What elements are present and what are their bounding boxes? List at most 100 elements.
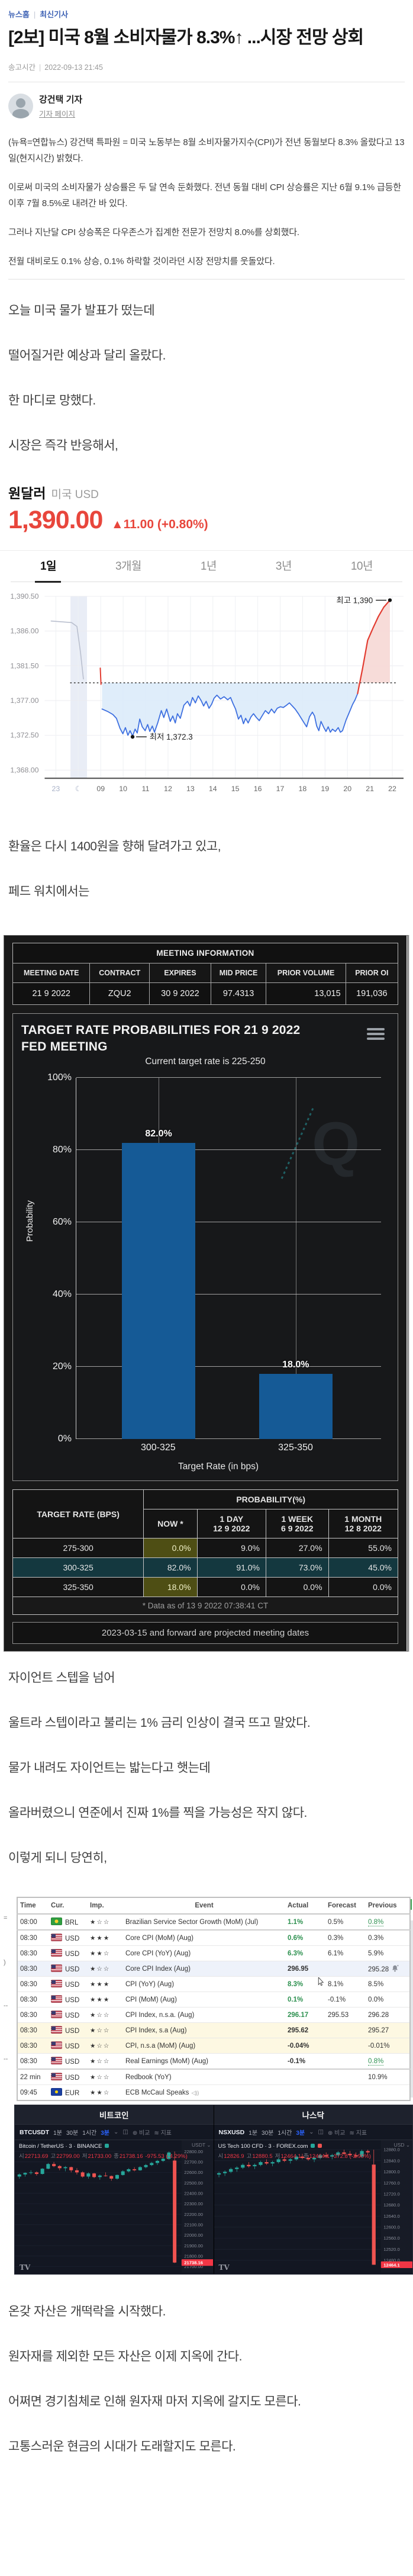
event-name[interactable]: Redbook (YoY) bbox=[123, 2068, 285, 2085]
event-name[interactable]: CPI (YoY) (Aug) bbox=[123, 1976, 285, 1992]
candlestick-chart[interactable]: USDT ⌄ Bitcoin / TetherUS · 3 · BINANCE … bbox=[15, 2140, 214, 2274]
probability-row[interactable]: 275-300 0.0% 9.0% 27.0% 55.0% bbox=[12, 1538, 399, 1559]
tab-1year[interactable]: 1년 bbox=[200, 560, 217, 573]
indicator-icon[interactable]: ≋ 지표 bbox=[154, 2130, 172, 2137]
calendar-row[interactable]: 08:30 USD ★☆☆ CPI, n.s.a (MoM) (Aug) -0.04% -… bbox=[17, 2038, 410, 2054]
interval-1m[interactable]: 1분 bbox=[53, 2130, 62, 2137]
article-body: (뉴욕=연합뉴스) 강건택 특파원 = 미국 노동부는 8월 소비자물가지수(C… bbox=[8, 134, 405, 280]
column-header[interactable]: Time bbox=[17, 1897, 49, 1915]
column-header[interactable]: Imp. bbox=[88, 1897, 123, 1915]
event-name[interactable]: Core CPI Index (Aug) bbox=[123, 1961, 285, 1977]
event-name[interactable]: Brazilian Service Sector Growth (MoM) (J… bbox=[123, 1913, 285, 1931]
event-time: 08:30 bbox=[17, 1929, 49, 1946]
column-header[interactable]: Event bbox=[123, 1897, 285, 1915]
tab-3years[interactable]: 3년 bbox=[275, 560, 292, 573]
calendar-row[interactable]: 09:45 EUR ★★☆ ECB McCaul Speaks ◁)) bbox=[17, 2084, 410, 2101]
interval-30m[interactable]: 30분 bbox=[262, 2130, 274, 2137]
candle-style-icon[interactable]: ◫ bbox=[122, 2129, 128, 2136]
instrument-name[interactable]: US Tech 100 CFD bbox=[218, 2143, 263, 2150]
calendar-row[interactable]: 08:30 USD ★☆☆ Core CPI Index (Aug) 296.95 295… bbox=[17, 1961, 410, 1977]
tab-3months[interactable]: 3개월 bbox=[115, 560, 142, 573]
event-time: 08:30 bbox=[17, 1945, 49, 1961]
event-name[interactable]: CPI, n.s.a (MoM) (Aug) bbox=[123, 2038, 285, 2054]
probability-row[interactable]: 325-350 18.0% 0.0% 0.0% 0.0% bbox=[12, 1577, 399, 1598]
calendar-row[interactable]: 08:30 USD ★★★ CPI (YoY) (Aug) 8.3% 8.1% 8.5% bbox=[17, 1976, 410, 1992]
probability-bar[interactable] bbox=[122, 1143, 196, 1440]
column-header[interactable]: Previous bbox=[366, 1897, 410, 1915]
chevron-down-icon[interactable]: ⌄ bbox=[114, 2129, 119, 2136]
divider bbox=[0, 550, 413, 551]
flag-icon bbox=[51, 2057, 62, 2065]
interval-3m-active[interactable]: 3분 bbox=[296, 2130, 305, 2137]
contract: ZQU2 bbox=[89, 982, 150, 1005]
calendar-row[interactable]: 08:30 USD ★☆☆ CPI Index, s.a (Aug) 295.62 295… bbox=[17, 2022, 410, 2038]
publish-time-separator: | bbox=[39, 63, 41, 72]
event-name[interactable]: Core CPI (YoY) (Aug) bbox=[123, 1945, 285, 1961]
event-name[interactable]: CPI (MoM) (Aug) bbox=[123, 1992, 285, 2008]
probability-bar[interactable] bbox=[259, 1374, 333, 1440]
instrument-name[interactable]: Bitcoin / TetherUS bbox=[19, 2143, 64, 2150]
importance-stars: ★☆☆ bbox=[88, 1913, 123, 1931]
nasdaq-candles-svg[interactable]: 12880.0 12840.0 12800.0 12760.0 12720.0 12680… bbox=[214, 2140, 412, 2273]
column-header: PRIOR OI bbox=[345, 962, 399, 983]
svg-text:1,390.50: 1,390.50 bbox=[10, 593, 38, 600]
column-header[interactable]: Cur. bbox=[49, 1897, 88, 1915]
candlestick-chart[interactable]: USD ⌄ US Tech 100 CFD · 3 · FOREX.com 시1… bbox=[214, 2140, 413, 2274]
calendar-row[interactable]: 08:30 USD ★★★ Core CPI (MoM) (Aug) 0.6% 0.3% 0… bbox=[17, 1929, 410, 1946]
calendar-row[interactable]: 08:30 USD ★★☆ Core CPI (YoY) (Aug) 6.3% 6.1% 5… bbox=[17, 1945, 410, 1961]
calendar-row[interactable]: 22 min USD ★☆☆ Redbook (YoY) 10.9% bbox=[17, 2068, 410, 2085]
chevron-down-icon[interactable]: ⌄ bbox=[309, 2129, 314, 2136]
bar-chart-plot[interactable]: Q 0% 20% 40% 60% 80% 100% 82.0% 18.0% bbox=[47, 1072, 381, 1444]
ohlc-values: 시22713.69 고22799.00 저21733.00 종21738.16 -975… bbox=[19, 2153, 188, 2160]
axis-currency[interactable]: USD ⌄ bbox=[393, 2142, 410, 2148]
svg-text:20: 20 bbox=[343, 785, 351, 793]
previous-value: 0.8% bbox=[366, 2053, 410, 2070]
svg-text:12560.0: 12560.0 bbox=[383, 2235, 399, 2241]
prior-oi: 191,036 bbox=[345, 982, 399, 1005]
compare-label: 비교 bbox=[139, 2130, 150, 2137]
interval-30m[interactable]: 30분 bbox=[66, 2130, 79, 2137]
breadcrumb-latest[interactable]: 최신기사 bbox=[40, 10, 69, 19]
interval-1h[interactable]: 1시간 bbox=[278, 2130, 292, 2137]
commentary-line: 원자재를 제외한 모든 자산은 이제 지옥에 간다. bbox=[8, 2350, 242, 2364]
calendar-row[interactable]: 08:30 USD ★☆☆ CPI Index, n.s.a. (Aug) 296.17… bbox=[17, 2007, 410, 2023]
svg-text:12880.0: 12880.0 bbox=[383, 2147, 399, 2153]
bitcoin-candles-svg[interactable]: 22800.00 22700.00 22600.00 22500.00 22400.00… bbox=[15, 2140, 214, 2273]
breadcrumb-home[interactable]: 뉴스홈 bbox=[8, 10, 30, 19]
calendar-row[interactable]: 08:00 BRL ★☆☆ Brazilian Service Sector Grow… bbox=[17, 1913, 410, 1931]
indicator-icon[interactable]: ≋ 지표 bbox=[349, 2130, 367, 2137]
event-name[interactable]: Core CPI (MoM) (Aug) bbox=[123, 1929, 285, 1946]
article-paragraph: 이로써 미국의 소비자물가 상승률은 두 달 연속 둔화했다. 전년 동월 대비… bbox=[8, 182, 401, 208]
alert-bell-icon[interactable] bbox=[391, 1964, 399, 1973]
fx-line-chart[interactable]: 1,390.50 1,386.00 1,381.50 1,377.00 1,372.50… bbox=[8, 592, 405, 800]
target-rate-range: 300-325 bbox=[12, 1557, 144, 1578]
tab-10years[interactable]: 10년 bbox=[350, 560, 373, 573]
event-time: 08:30 bbox=[17, 2053, 49, 2070]
resolution: 3 bbox=[268, 2143, 272, 2150]
fx-line-chart-svg[interactable]: 1,390.50 1,386.00 1,381.50 1,377.00 1,372.50… bbox=[8, 592, 405, 797]
interval-3m-active[interactable]: 3분 bbox=[101, 2130, 109, 2137]
symbol-button[interactable]: NSXUSD bbox=[218, 2128, 245, 2136]
interval-1m[interactable]: 1분 bbox=[249, 2130, 258, 2137]
menu-icon[interactable] bbox=[367, 1027, 385, 1042]
compare-icon[interactable]: ⊕ 비교 bbox=[327, 2130, 346, 2137]
event-name[interactable]: CPI Index, n.s.a. (Aug) bbox=[123, 2007, 285, 2023]
event-name[interactable]: Real Earnings (MoM) (Aug) bbox=[123, 2053, 285, 2070]
mouse-cursor-icon bbox=[318, 1977, 324, 1986]
column-header[interactable]: Actual bbox=[285, 1897, 325, 1915]
symbol-button[interactable]: BTCUSDT bbox=[20, 2128, 50, 2136]
interval-1h[interactable]: 1시간 bbox=[82, 2130, 97, 2137]
candle-style-icon[interactable]: ◫ bbox=[318, 2129, 324, 2136]
event-name[interactable]: ECB McCaul Speaks ◁)) bbox=[123, 2084, 285, 2101]
column-header[interactable]: Forecast bbox=[325, 1897, 366, 1915]
probability-row[interactable]: 300-325 82.0% 91.0% 73.0% 45.0% bbox=[12, 1557, 399, 1578]
tab-1day[interactable]: 1일 bbox=[40, 557, 57, 582]
event-name[interactable]: CPI Index, s.a (Aug) bbox=[123, 2022, 285, 2038]
calendar-row[interactable]: 08:30 USD ★☆☆ Real Earnings (MoM) (Aug) -0.1… bbox=[17, 2053, 410, 2070]
calendar-row[interactable]: 08:30 USD ★★★ CPI (MoM) (Aug) 0.1% -0.1% 0.0% bbox=[17, 1992, 410, 2008]
chart-subtitle: Current target rate is 225-250 bbox=[145, 1056, 266, 1067]
ohlc-values: 시12826.9 고12880.5 저12464.1 종12464.1 -372.8 (… bbox=[218, 2153, 371, 2160]
compare-icon[interactable]: ⊕ 비교 bbox=[132, 2130, 150, 2137]
author-page-link[interactable]: 기자 페이지 bbox=[39, 110, 75, 118]
axis-currency[interactable]: USDT ⌄ bbox=[192, 2142, 211, 2148]
